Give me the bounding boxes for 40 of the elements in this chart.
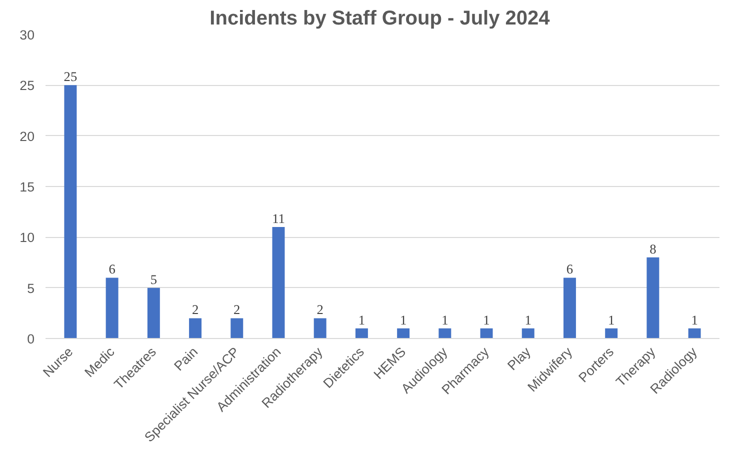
data-label: 11	[272, 211, 285, 226]
data-label: 5	[150, 272, 158, 287]
bar	[314, 318, 326, 338]
data-label: 1	[483, 312, 490, 328]
bar	[272, 227, 285, 338]
bar	[480, 328, 493, 338]
y-tick-label: 0	[27, 332, 35, 346]
data-label: 1	[524, 312, 532, 328]
bar	[688, 328, 701, 338]
data-label: 1	[608, 312, 615, 328]
data-label: 8	[650, 241, 657, 256]
y-tick-label: 25	[20, 78, 35, 94]
y-tick-label: 15	[20, 180, 35, 194]
y-tick-label: 30	[20, 28, 35, 42]
bar	[355, 328, 368, 338]
data-label: 25	[64, 69, 78, 84]
bar	[522, 328, 534, 338]
y-tick-label: 10	[20, 230, 35, 246]
data-label: 1	[442, 312, 448, 328]
bar	[106, 278, 118, 338]
bar	[397, 328, 410, 338]
data-label: 6	[566, 262, 574, 277]
data-label: 2	[192, 302, 199, 318]
y-tick-label: 20	[20, 128, 35, 144]
data-label: 2	[316, 302, 324, 318]
bar	[64, 85, 77, 338]
y-tick-label: 5	[27, 280, 35, 296]
data-label: 1	[400, 312, 407, 328]
data-label: 6	[108, 262, 116, 277]
bar	[147, 288, 160, 338]
bar	[230, 318, 244, 338]
data-label: 1	[358, 312, 366, 328]
bar	[438, 328, 452, 338]
data-label: 2	[234, 302, 240, 318]
bar	[646, 257, 660, 338]
bar	[189, 318, 202, 338]
chart-title: Incidents by Staff Group - July 2024	[210, 8, 551, 30]
bar	[563, 278, 576, 338]
bar	[605, 328, 618, 338]
data-label: 1	[691, 312, 698, 328]
